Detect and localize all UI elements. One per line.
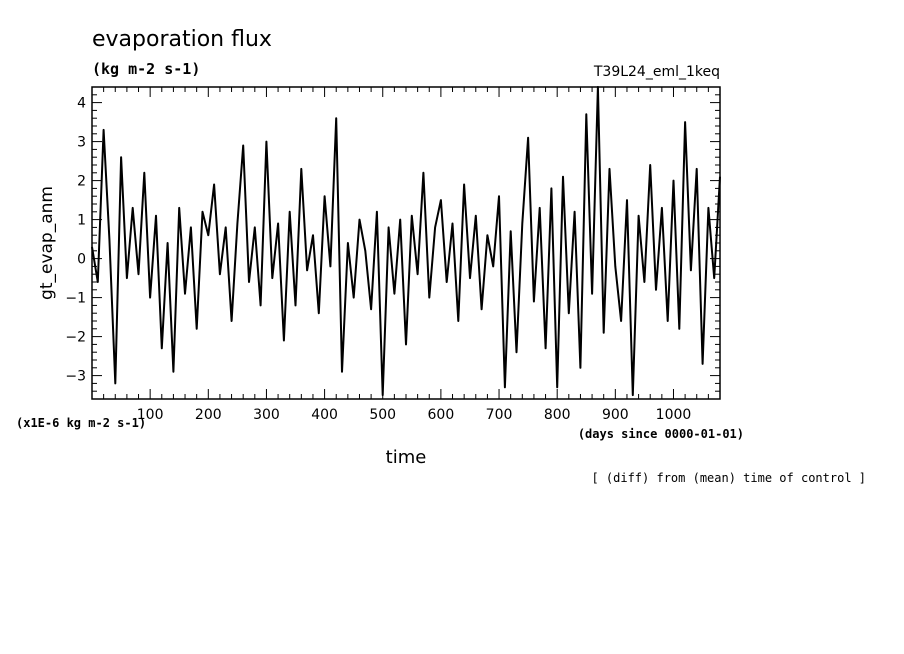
y-axis-unit: (x1E-6 kg m-2 s-1) xyxy=(16,416,146,430)
y-tick-label: −1 xyxy=(65,291,86,307)
y-tick-label: −2 xyxy=(65,330,86,346)
x-tick-label: 500 xyxy=(369,407,396,423)
x-tick-label: 1000 xyxy=(656,407,692,423)
y-tick-label: −3 xyxy=(65,369,86,385)
x-tick-label: 700 xyxy=(486,407,513,423)
y-tick-label: 4 xyxy=(77,96,86,112)
y-tick-label: 0 xyxy=(77,252,86,268)
chart-subtitle: (kg m-2 s-1) xyxy=(92,60,200,78)
y-tick-label: 3 xyxy=(77,135,86,151)
run-label: T39L24_eml_1keq xyxy=(593,64,720,80)
plot-frame xyxy=(91,86,721,400)
x-axis-unit: (days since 0000-01-01) xyxy=(578,427,744,441)
x-tick-label: 400 xyxy=(311,407,338,423)
tick-labels: 100 200 300 400 500 600 700 800 900 1000 −3 −2 −1 0 1 2… xyxy=(65,96,691,423)
chart-footer-note: [ (diff) from (mean) time of control ] xyxy=(591,471,866,485)
y-tick-label: 1 xyxy=(77,213,86,229)
x-tick-label: 800 xyxy=(544,407,571,423)
chart-title: evaporation flux xyxy=(92,27,272,52)
series-line xyxy=(91,86,721,397)
x-tick-label: 600 xyxy=(428,407,455,423)
x-axis-label: time xyxy=(386,447,427,468)
y-axis-label: gt_evap_anm xyxy=(37,186,57,300)
x-tick-label: 300 xyxy=(253,407,280,423)
x-tick-label: 900 xyxy=(602,407,629,423)
x-tick-label: 100 xyxy=(137,407,164,423)
x-tick-label: 200 xyxy=(195,407,222,423)
y-tick-label: 2 xyxy=(77,174,86,190)
